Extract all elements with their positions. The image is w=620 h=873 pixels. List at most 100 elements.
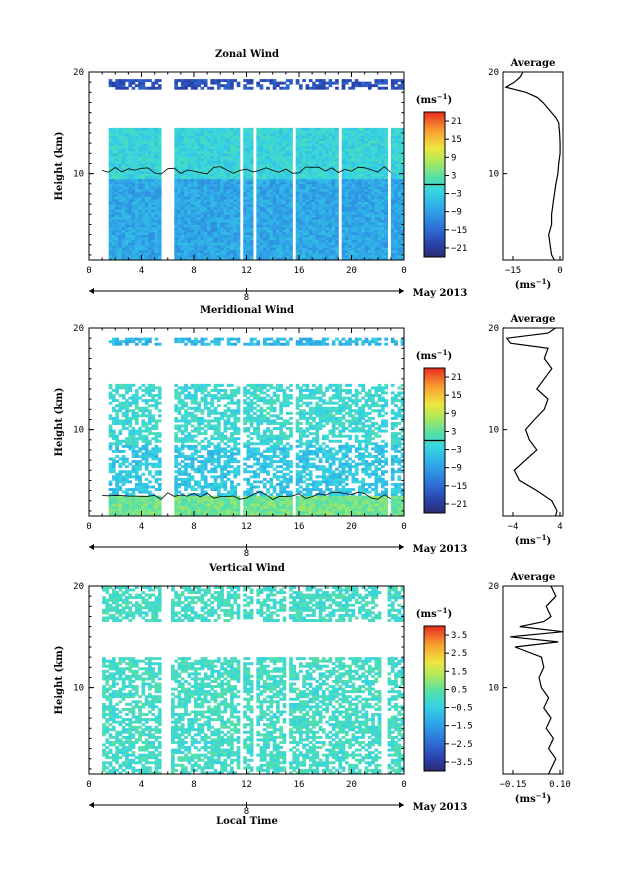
heatmap-cell bbox=[305, 199, 310, 202]
heatmap-cell bbox=[351, 196, 356, 200]
heatmap-cell bbox=[348, 145, 352, 149]
heatmap-cell bbox=[285, 242, 290, 246]
heatmap-cell bbox=[177, 232, 182, 235]
heatmap-cell bbox=[348, 79, 352, 83]
heatmap-cell bbox=[289, 211, 293, 215]
heatmap-cell bbox=[121, 86, 126, 90]
heatmap-cell bbox=[285, 513, 290, 517]
heatmap-cell bbox=[384, 242, 388, 246]
heatmap-cell bbox=[400, 163, 405, 167]
heatmap-cell bbox=[190, 155, 195, 159]
heatmap-cell bbox=[325, 127, 329, 131]
heatmap-cell bbox=[256, 135, 261, 139]
heatmap-cell bbox=[194, 79, 198, 83]
heatmap-cell bbox=[325, 254, 329, 258]
heatmap-cell bbox=[335, 247, 339, 251]
heatmap-cell bbox=[200, 510, 205, 514]
heatmap-cell bbox=[138, 209, 142, 213]
heatmap-cell bbox=[312, 171, 316, 175]
heatmap-cell bbox=[226, 508, 231, 512]
heatmap-cell bbox=[262, 150, 267, 154]
heatmap-cell bbox=[180, 150, 185, 154]
heatmap-cell bbox=[256, 84, 261, 88]
heatmap-cell bbox=[305, 254, 310, 258]
heatmap-cell bbox=[134, 508, 139, 512]
heatmap-cell bbox=[203, 239, 208, 243]
heatmap-cell bbox=[289, 132, 293, 136]
heatmap-cell bbox=[125, 86, 129, 90]
heatmap-cell bbox=[128, 160, 133, 164]
heatmap-cell bbox=[374, 150, 379, 154]
heatmap-cell bbox=[335, 234, 339, 238]
heatmap-cell bbox=[134, 495, 139, 499]
heatmap-cell bbox=[315, 249, 320, 253]
heatmap-cell bbox=[341, 181, 346, 185]
heatmap-cell bbox=[358, 242, 362, 246]
heatmap-cell bbox=[233, 188, 238, 192]
heatmap-cell bbox=[190, 160, 195, 164]
heatmap-cell bbox=[308, 234, 313, 238]
heatmap-cell bbox=[272, 127, 277, 131]
heatmap-cell bbox=[118, 510, 123, 514]
heatmap-cell bbox=[118, 201, 123, 205]
heatmap-cell bbox=[121, 138, 126, 141]
heatmap-cell bbox=[243, 143, 247, 147]
heatmap-cell bbox=[138, 140, 142, 144]
heatmap-cell bbox=[394, 166, 398, 169]
heatmap-cell bbox=[151, 138, 156, 141]
heatmap-cell bbox=[295, 206, 300, 210]
heatmap-cell bbox=[272, 209, 277, 213]
heatmap-cell bbox=[246, 153, 251, 157]
heatmap-cell bbox=[374, 153, 379, 157]
heatmap-cell bbox=[121, 150, 126, 154]
heatmap-cell bbox=[282, 254, 287, 258]
heatmap-cell bbox=[177, 513, 182, 517]
heatmap-cell bbox=[190, 145, 195, 149]
heatmap-cell bbox=[230, 148, 234, 152]
heatmap-cell bbox=[364, 224, 369, 228]
heatmap-cell bbox=[315, 226, 320, 230]
heatmap-cell bbox=[128, 178, 133, 182]
heatmap-cell bbox=[246, 257, 251, 261]
heatmap-cell bbox=[344, 206, 349, 210]
heatmap-cell bbox=[302, 166, 306, 169]
heatmap-cell bbox=[157, 214, 162, 218]
heatmap-cell bbox=[299, 199, 303, 202]
heatmap-cell bbox=[331, 201, 336, 205]
heatmap-cell bbox=[144, 127, 149, 131]
heatmap-cell bbox=[394, 150, 398, 154]
heatmap-cell bbox=[220, 503, 224, 507]
heatmap-cell bbox=[249, 505, 254, 509]
heatmap-cell bbox=[125, 206, 129, 210]
heatmap-cell bbox=[285, 178, 290, 182]
heatmap-cell bbox=[216, 249, 221, 253]
heatmap-cell bbox=[289, 150, 293, 154]
heatmap-cell bbox=[374, 239, 379, 243]
heatmap-cell bbox=[394, 199, 398, 202]
heatmap-cell bbox=[249, 81, 254, 85]
heatmap-cell bbox=[115, 513, 119, 517]
heatmap-cell bbox=[367, 206, 372, 210]
heatmap-cell bbox=[141, 153, 146, 157]
heatmap-cell bbox=[128, 244, 133, 248]
heatmap-cell bbox=[328, 252, 333, 256]
heatmap-cell bbox=[243, 232, 247, 235]
heatmap-cell bbox=[262, 160, 267, 164]
heatmap-cell bbox=[371, 138, 375, 141]
heatmap-cell bbox=[125, 257, 129, 261]
heatmap-cell bbox=[321, 257, 326, 261]
heatmap-cell bbox=[262, 183, 267, 187]
heatmap-cell bbox=[134, 163, 139, 167]
heatmap-cell bbox=[184, 232, 188, 235]
heatmap-cell bbox=[374, 201, 379, 205]
heatmap-cell bbox=[134, 181, 139, 185]
heatmap-cell bbox=[269, 153, 274, 157]
heatmap-cell bbox=[371, 226, 375, 230]
heatmap-cell bbox=[367, 186, 372, 190]
heatmap-cell bbox=[243, 254, 247, 258]
heatmap-cell bbox=[118, 183, 123, 187]
heatmap-cell bbox=[111, 153, 116, 157]
heatmap-cell bbox=[128, 186, 133, 190]
heatmap-cell bbox=[390, 257, 395, 261]
heatmap-cell bbox=[289, 130, 293, 134]
